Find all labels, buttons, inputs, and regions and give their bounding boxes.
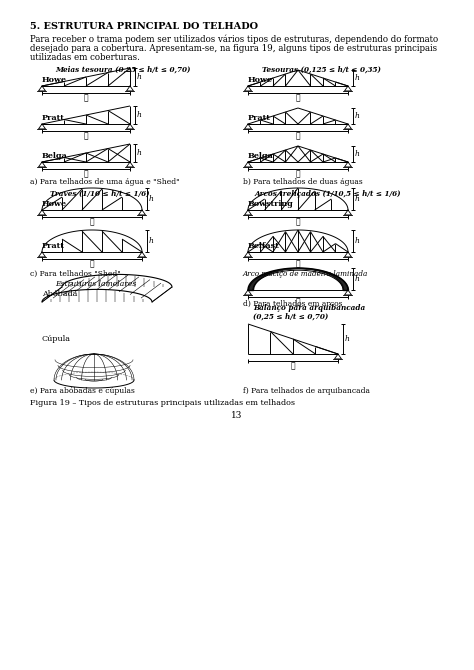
Text: ℓ: ℓ xyxy=(90,218,94,226)
Text: b) Para telhados de duas águas: b) Para telhados de duas águas xyxy=(243,178,363,186)
Text: Arco maciço de madeira laminada: Arco maciço de madeira laminada xyxy=(243,270,368,278)
Text: Bowstring: Bowstring xyxy=(248,200,294,208)
Text: ℓ: ℓ xyxy=(296,94,301,102)
Text: h: h xyxy=(137,73,142,81)
Text: Traves (1/10 ≤ h/t ≤ 1/6): Traves (1/10 ≤ h/t ≤ 1/6) xyxy=(50,190,149,198)
Text: utilizadas em coberturas.: utilizadas em coberturas. xyxy=(30,53,140,62)
Text: desejado para a cobertura. Apresentam-se, na figura 19, alguns tipos de estrutur: desejado para a cobertura. Apresentam-se… xyxy=(30,44,437,53)
Text: a) Para telhados de uma água e "Shed": a) Para telhados de uma água e "Shed" xyxy=(30,178,180,186)
Text: Howe: Howe xyxy=(42,200,67,208)
Text: Pratt: Pratt xyxy=(42,114,65,122)
Text: Belga: Belga xyxy=(248,152,274,160)
Text: h: h xyxy=(345,335,350,343)
Text: ℓ: ℓ xyxy=(84,170,88,178)
Text: Estruturas lamelares: Estruturas lamelares xyxy=(55,280,136,288)
Text: ℓ: ℓ xyxy=(296,170,301,178)
Text: ℓ: ℓ xyxy=(296,260,301,268)
Text: h: h xyxy=(149,195,154,203)
Text: h: h xyxy=(355,150,360,158)
Text: Para receber o trama podem ser utilizados vários tipos de estruturas, dependendo: Para receber o trama podem ser utilizado… xyxy=(30,35,438,44)
Text: ℓ: ℓ xyxy=(291,362,295,370)
Text: Figura 19 – Tipos de estruturas principais utilizadas em telhados: Figura 19 – Tipos de estruturas principa… xyxy=(30,399,295,407)
Text: ℓ: ℓ xyxy=(90,260,94,268)
Text: Howe: Howe xyxy=(248,76,273,84)
Text: h: h xyxy=(149,237,154,245)
Text: d) Para telhados em arcos: d) Para telhados em arcos xyxy=(243,300,343,308)
Text: 13: 13 xyxy=(231,411,243,420)
Text: h: h xyxy=(137,149,142,157)
Text: ℓ: ℓ xyxy=(84,132,88,140)
Text: h: h xyxy=(355,74,360,82)
Text: ℓ: ℓ xyxy=(84,94,88,102)
Text: Balanço para arquibancada: Balanço para arquibancada xyxy=(253,304,365,312)
Text: 5. ESTRUTURA PRINCIPAL DO TELHADO: 5. ESTRUTURA PRINCIPAL DO TELHADO xyxy=(30,22,258,31)
Text: ℓ: ℓ xyxy=(296,298,301,306)
Text: Howe: Howe xyxy=(42,76,67,84)
Text: Arcos treliçados (1/10,5 ≤ h/t ≤ 1/6): Arcos treliçados (1/10,5 ≤ h/t ≤ 1/6) xyxy=(255,190,401,198)
Text: Meias tesoura (0,25 ≤ h/t ≤ 0,70): Meias tesoura (0,25 ≤ h/t ≤ 0,70) xyxy=(55,66,191,74)
Text: c) Para telhados "Shed": c) Para telhados "Shed" xyxy=(30,270,121,278)
Text: h: h xyxy=(137,111,142,119)
Text: h: h xyxy=(355,112,360,120)
Text: h: h xyxy=(355,275,360,283)
Text: ℓ: ℓ xyxy=(296,218,301,226)
Text: h: h xyxy=(355,195,360,203)
Text: Abóbada: Abóbada xyxy=(42,290,77,298)
Text: Tesouras (0,125 ≤ h/t ≤ 0,35): Tesouras (0,125 ≤ h/t ≤ 0,35) xyxy=(262,66,381,74)
Text: h: h xyxy=(355,237,360,245)
Text: Pratt: Pratt xyxy=(42,242,65,250)
Text: Cúpula: Cúpula xyxy=(42,335,71,343)
Text: Pratt: Pratt xyxy=(248,114,271,122)
Text: Belfast: Belfast xyxy=(248,242,280,250)
Text: e) Para abóbadas e cúpulas: e) Para abóbadas e cúpulas xyxy=(30,387,135,395)
Text: Belga: Belga xyxy=(42,152,68,160)
Text: ℓ: ℓ xyxy=(296,132,301,140)
Text: f) Para telhados de arquibancada: f) Para telhados de arquibancada xyxy=(243,387,370,395)
Text: (0,25 ≤ h/t ≤ 0,70): (0,25 ≤ h/t ≤ 0,70) xyxy=(253,313,328,321)
